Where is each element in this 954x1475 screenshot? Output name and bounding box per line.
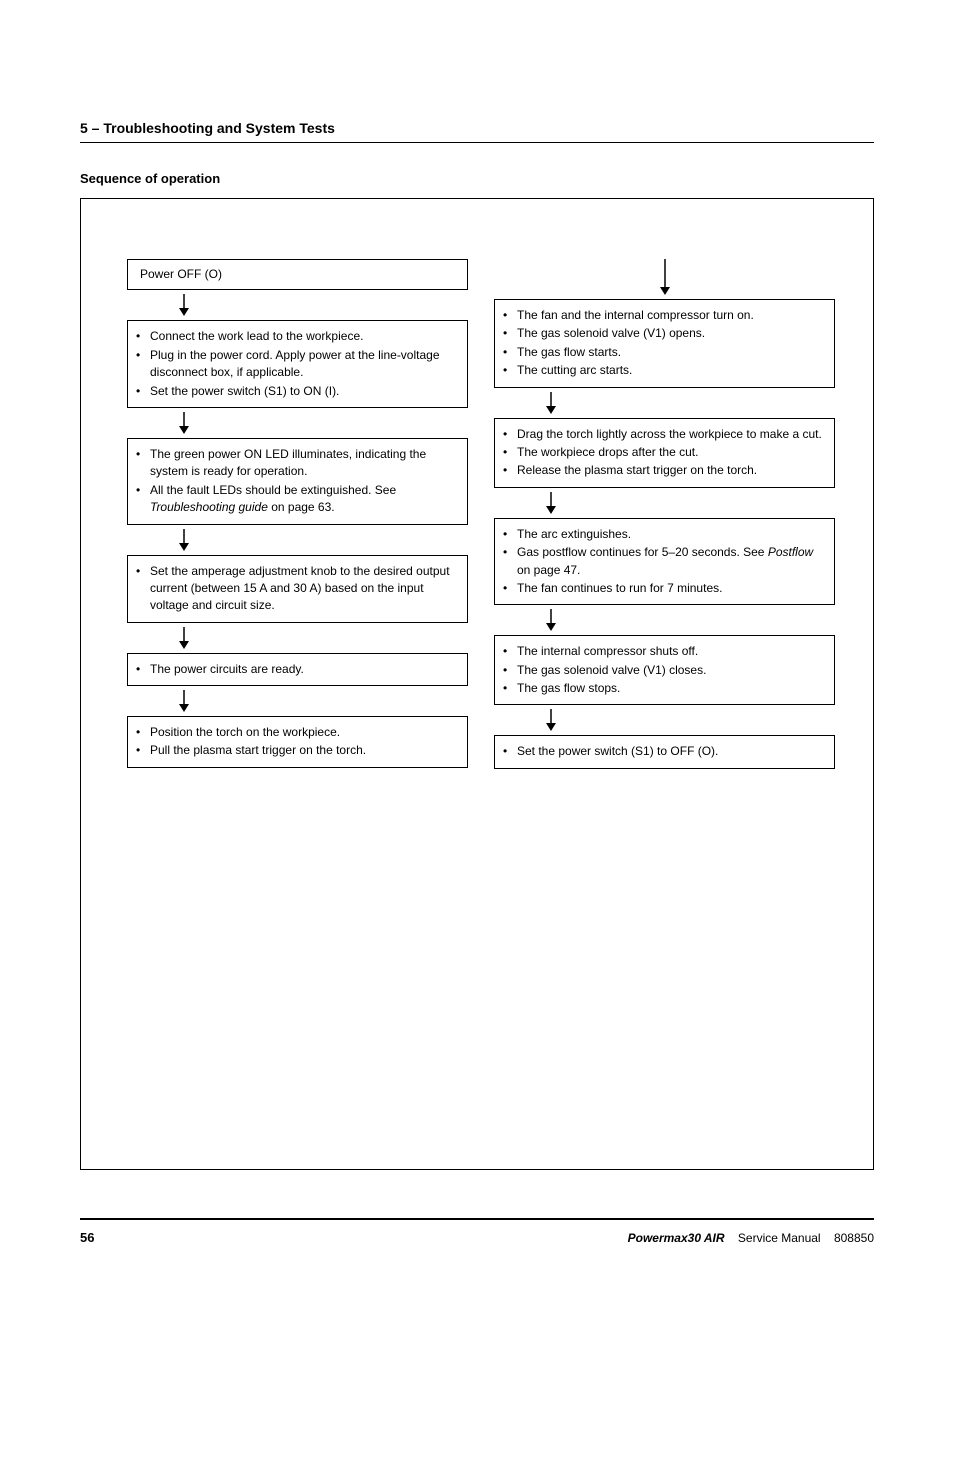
- box-power-off: Power OFF (O): [127, 259, 468, 290]
- list-item: The internal compressor shuts off.: [503, 643, 826, 660]
- list-item: The arc extinguishes.: [503, 526, 826, 543]
- list-item: All the fault LEDs should be extinguishe…: [136, 482, 459, 517]
- footer-right: Powermax30 AIR Service Manual 808850: [628, 1231, 874, 1245]
- list-item: Gas postflow continues for 5–20 seconds.…: [503, 544, 826, 579]
- doc-number: 808850: [834, 1231, 874, 1245]
- product-name: Powermax30 AIR: [628, 1231, 725, 1245]
- list-item: Position the torch on the workpiece.: [136, 724, 459, 741]
- column-right: The fan and the internal compressor turn…: [494, 259, 835, 769]
- arrow-down-icon: [544, 609, 558, 631]
- arrow-down-icon: [177, 294, 191, 316]
- arrow-down-icon: [177, 412, 191, 434]
- list-item: Connect the work lead to the workpiece.: [136, 328, 459, 345]
- box-amperage: Set the amperage adjustment knob to the …: [127, 555, 468, 623]
- list-item: Set the power switch (S1) to ON (I).: [136, 383, 459, 400]
- list-item: The fan continues to run for 7 minutes.: [503, 580, 826, 597]
- list-item: The gas solenoid valve (V1) closes.: [503, 662, 826, 679]
- list-item: Set the power switch (S1) to OFF (O).: [503, 743, 826, 760]
- list-item: Drag the torch lightly across the workpi…: [503, 426, 826, 443]
- box-drag: Drag the torch lightly across the workpi…: [494, 418, 835, 488]
- list-item: Pull the plasma start trigger on the tor…: [136, 742, 459, 759]
- list-item: Release the plasma start trigger on the …: [503, 462, 826, 479]
- flow-container: Power OFF (O) Connect the work lead to t…: [80, 198, 874, 1170]
- list-item: The cutting arc starts.: [503, 362, 826, 379]
- arrow-down-icon: [544, 492, 558, 514]
- section-header: 5 – Troubleshooting and System Tests: [80, 120, 874, 136]
- doc-type: Service Manual: [738, 1231, 821, 1245]
- list-item: The workpiece drops after the cut.: [503, 444, 826, 461]
- box-led: The green power ON LED illuminates, indi…: [127, 438, 468, 525]
- box-power-off-end: Set the power switch (S1) to OFF (O).: [494, 735, 835, 768]
- list-item: Set the amperage adjustment knob to the …: [136, 563, 459, 615]
- column-left: Power OFF (O) Connect the work lead to t…: [127, 259, 468, 769]
- list-item: Plug in the power cord. Apply power at t…: [136, 347, 459, 382]
- subtitle: Sequence of operation: [80, 171, 874, 186]
- list-item: The gas flow stops.: [503, 680, 826, 697]
- arrow-down-icon: [494, 259, 835, 295]
- list-item: The gas flow starts.: [503, 344, 826, 361]
- arrow-down-icon: [177, 690, 191, 712]
- header-rule: [80, 142, 874, 143]
- box-shutoff: The internal compressor shuts off. The g…: [494, 635, 835, 705]
- list-item: The green power ON LED illuminates, indi…: [136, 446, 459, 481]
- arrow-down-icon: [544, 709, 558, 731]
- list-item: The gas solenoid valve (V1) opens.: [503, 325, 826, 342]
- list-item: The fan and the internal compressor turn…: [503, 307, 826, 324]
- box-connect: Connect the work lead to the workpiece. …: [127, 320, 468, 408]
- page-footer: 56 Powermax30 AIR Service Manual 808850: [80, 1220, 874, 1245]
- arrow-down-icon: [177, 627, 191, 649]
- box-fan-on: The fan and the internal compressor turn…: [494, 299, 835, 388]
- box-torch: Position the torch on the workpiece. Pul…: [127, 716, 468, 768]
- flow-columns: Power OFF (O) Connect the work lead to t…: [107, 229, 855, 969]
- arrow-down-icon: [177, 529, 191, 551]
- list-item: The power circuits are ready.: [136, 661, 459, 678]
- box-extinguish: The arc extinguishes. Gas postflow conti…: [494, 518, 835, 606]
- page-number: 56: [80, 1230, 94, 1245]
- arrow-down-icon: [544, 392, 558, 414]
- box-text: Power OFF (O): [128, 260, 467, 289]
- box-ready: The power circuits are ready.: [127, 653, 468, 686]
